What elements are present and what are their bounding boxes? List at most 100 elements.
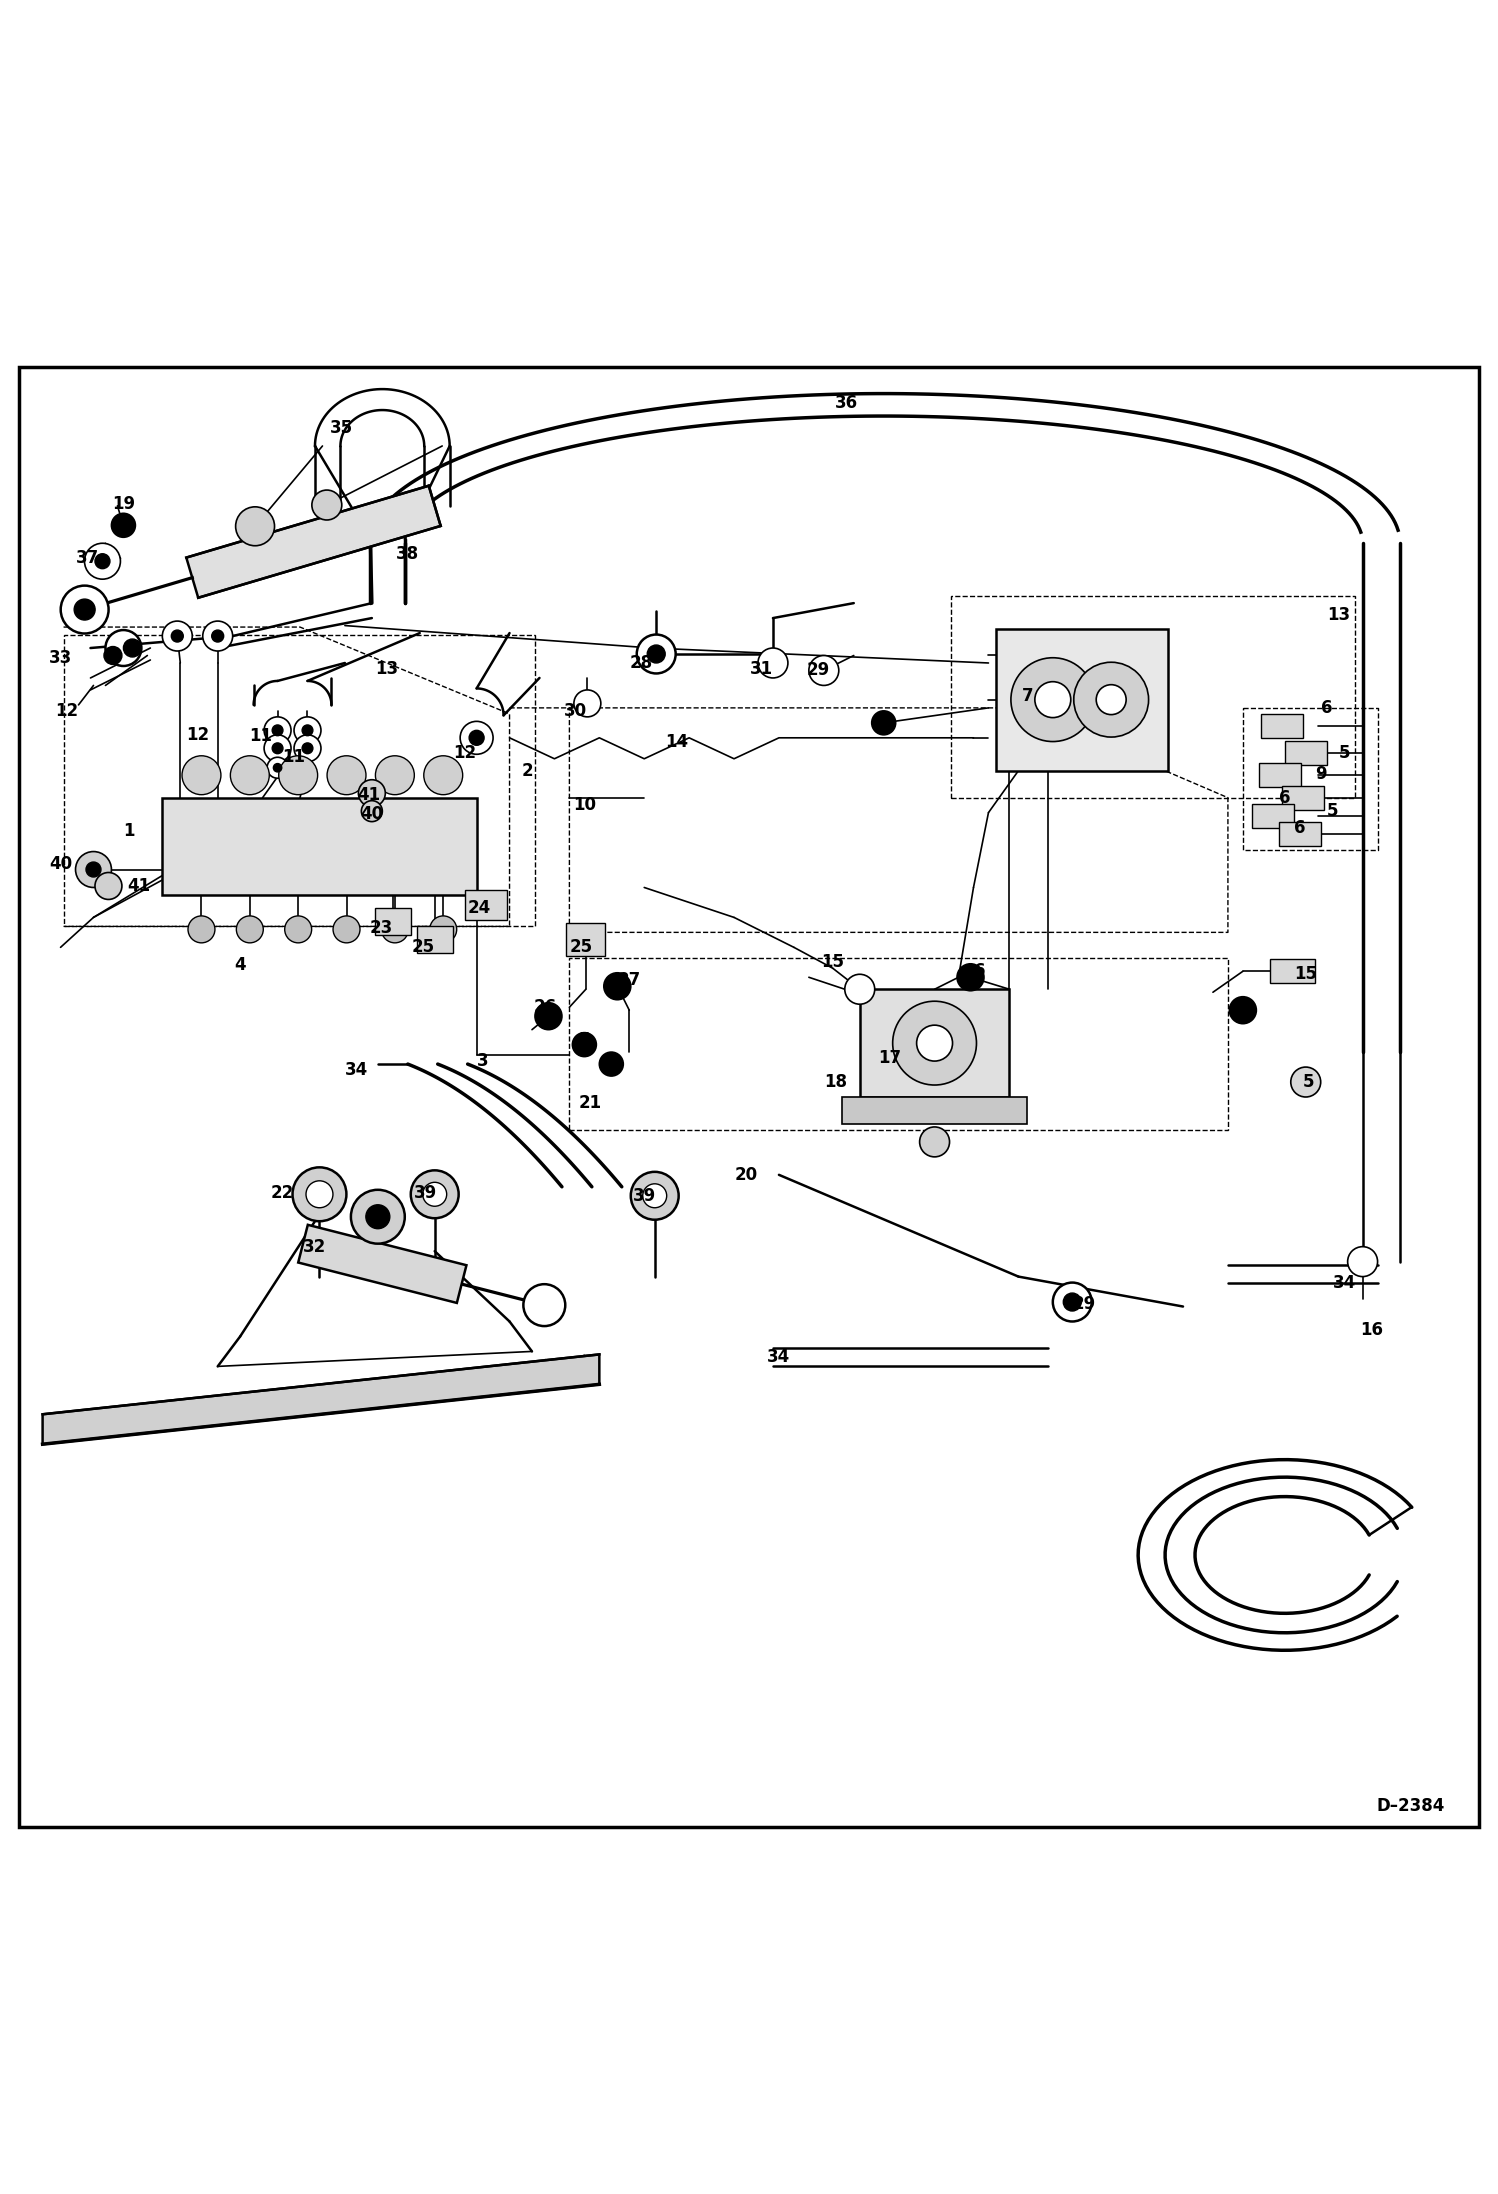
Text: 15: 15 [1294,965,1317,983]
Circle shape [917,1025,953,1062]
Text: 10: 10 [572,796,596,814]
Text: 6: 6 [605,1053,617,1071]
Text: 5: 5 [578,1031,590,1049]
Circle shape [572,1033,596,1058]
Circle shape [1230,996,1257,1025]
Circle shape [235,507,274,546]
Circle shape [171,630,183,643]
Text: 11: 11 [250,728,273,746]
Text: 17: 17 [878,1049,902,1066]
Circle shape [422,1183,446,1207]
Circle shape [202,621,232,652]
Text: 34: 34 [767,1349,791,1367]
Circle shape [75,599,94,621]
Text: 6: 6 [1279,788,1291,807]
Text: 2: 2 [521,761,533,779]
Circle shape [85,862,100,878]
Circle shape [957,963,984,992]
Text: 19: 19 [112,496,135,513]
Text: 29: 29 [806,660,830,680]
Circle shape [809,656,839,685]
Text: 7: 7 [1022,687,1034,704]
Circle shape [211,630,223,643]
Circle shape [523,1283,565,1325]
Circle shape [103,647,121,665]
Circle shape [460,722,493,755]
Text: 28: 28 [629,654,653,671]
Text: 12: 12 [452,744,476,761]
Circle shape [273,744,283,755]
Circle shape [643,1185,667,1207]
Text: 6: 6 [974,963,986,981]
Circle shape [94,873,121,900]
Circle shape [647,645,665,663]
Bar [1261,713,1303,737]
Text: 6: 6 [1240,998,1252,1016]
Text: 33: 33 [49,649,72,667]
Circle shape [1097,685,1126,715]
Circle shape [267,757,288,779]
Circle shape [306,1180,333,1207]
Bar [860,989,1010,1097]
Circle shape [424,755,463,794]
Text: 1: 1 [124,821,135,840]
Circle shape [920,1128,950,1156]
Text: D–2384: D–2384 [1377,1797,1444,1814]
Circle shape [273,724,283,735]
Circle shape [162,621,192,652]
Text: 3: 3 [476,1053,488,1071]
Circle shape [312,489,342,520]
Circle shape [285,915,312,943]
Bar [162,799,476,895]
Text: 12: 12 [187,726,210,744]
Text: 16: 16 [1360,1321,1383,1341]
Circle shape [872,711,896,735]
Bar [1270,959,1315,983]
Bar [1252,803,1294,827]
Circle shape [574,689,601,717]
Text: 22: 22 [271,1185,294,1202]
Text: 39: 39 [413,1185,437,1202]
Polygon shape [186,485,440,597]
Circle shape [1053,1283,1092,1321]
Bar [1282,785,1324,810]
Circle shape [183,755,220,794]
Text: 24: 24 [467,900,491,917]
Text: 4: 4 [234,957,246,974]
Text: 41: 41 [127,878,150,895]
Circle shape [189,915,214,943]
Text: 26: 26 [533,998,557,1016]
Text: 41: 41 [358,785,380,803]
Text: 5: 5 [1327,803,1338,821]
Circle shape [94,553,109,568]
Bar [63,634,535,926]
Text: 34: 34 [345,1062,369,1079]
Polygon shape [298,1224,466,1303]
Text: 25: 25 [410,939,434,957]
Circle shape [845,974,875,1005]
Circle shape [292,1167,346,1222]
Circle shape [631,1172,679,1220]
Circle shape [237,915,264,943]
Text: 29: 29 [1073,1294,1097,1312]
Circle shape [333,915,360,943]
Bar [951,595,1356,799]
Circle shape [358,779,385,807]
Text: 6: 6 [1321,700,1332,717]
Circle shape [273,764,282,772]
Circle shape [1291,1066,1321,1097]
Text: 40: 40 [361,805,383,823]
Circle shape [604,972,631,1000]
Text: 15: 15 [821,954,845,972]
Circle shape [61,586,108,634]
Bar [566,924,605,957]
Circle shape [410,1169,458,1218]
Text: 27: 27 [617,972,641,989]
Text: 5: 5 [1303,1073,1314,1090]
Bar [464,891,506,921]
Bar [374,908,410,935]
Circle shape [351,1189,404,1244]
Bar [842,1097,1028,1123]
Circle shape [264,735,291,761]
Circle shape [599,1053,623,1075]
